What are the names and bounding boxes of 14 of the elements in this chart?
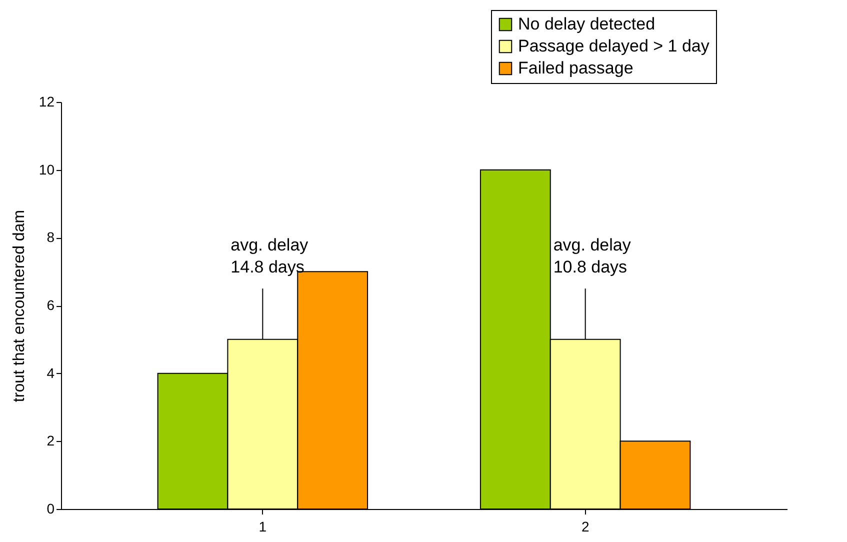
- y-tick-label: 8: [46, 229, 55, 246]
- annotation: avg. delay 10.8 days: [553, 236, 632, 277]
- y-tick-label: 4: [46, 364, 55, 381]
- legend-label: Passage delayed > 1 day: [518, 36, 710, 56]
- x-tick-label: 1: [258, 518, 267, 534]
- legend-label: No delay detected: [518, 14, 656, 34]
- y-axis-title: trout that encountered dam: [10, 210, 28, 402]
- annotation: avg. delay 14.8 days: [230, 236, 309, 277]
- y-tick-label: 12: [38, 94, 55, 110]
- legend-label: Failed passage: [518, 58, 634, 78]
- y-tick-label: 2: [46, 432, 55, 449]
- y-tick-label: 0: [46, 500, 55, 516]
- y-tick-label: 10: [38, 161, 55, 178]
- y-tick-label: 6: [46, 297, 55, 313]
